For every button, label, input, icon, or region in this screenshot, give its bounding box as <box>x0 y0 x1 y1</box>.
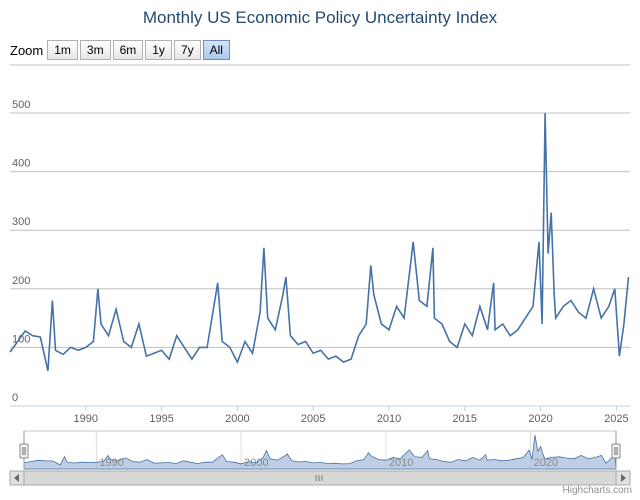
x-tick-label: 2025 <box>604 413 628 425</box>
y-tick-label: 200 <box>12 275 30 287</box>
grid-lines <box>10 64 630 407</box>
navigator-handle-grip[interactable] <box>19 443 29 459</box>
scroll-right-arrow-icon <box>621 474 626 482</box>
zoom-label: Zoom <box>10 42 44 58</box>
zoom-1m-button[interactable]: 1m <box>47 40 78 60</box>
x-axis-tick-labels: 1990 1995 2000 2005 2010 2015 2020 2025 <box>10 405 630 425</box>
navigator[interactable]: 1990 2000 2010 2020 <box>19 430 621 470</box>
scrollbar-thumb[interactable] <box>23 470 617 486</box>
zoom-selector: Zoom 1m 3m 6m 1y 7y All <box>10 40 232 60</box>
x-tick-label: 2010 <box>377 413 401 425</box>
navigator-left-handle[interactable] <box>19 431 29 469</box>
series-line <box>9 112 630 371</box>
navigator-tick-label: 2010 <box>389 457 413 469</box>
x-tick-label: 2005 <box>301 413 325 425</box>
navigator-right-handle[interactable] <box>611 431 621 469</box>
x-tick-label: 2020 <box>528 413 552 425</box>
scrollbar[interactable] <box>9 470 631 486</box>
navigator-area <box>23 434 617 470</box>
y-tick-label: 400 <box>12 158 30 170</box>
y-tick-label: 500 <box>12 99 30 111</box>
navigator-tick-labels: 1990 2000 2010 2020 <box>99 457 558 469</box>
navigator-tick-label: 2000 <box>244 457 268 469</box>
y-tick-label: 300 <box>12 216 30 228</box>
zoom-all-button[interactable]: All <box>202 40 230 60</box>
x-tick-label: 1995 <box>149 413 173 425</box>
scrollbar-grip-icon <box>315 475 323 481</box>
x-tick-label: 2000 <box>225 413 249 425</box>
x-tick-label: 1990 <box>74 413 98 425</box>
navigator-tick-label: 2020 <box>534 457 558 469</box>
zoom-6m-button[interactable]: 6m <box>112 40 144 60</box>
x-tick-label: 2015 <box>453 413 477 425</box>
zoom-7y-button[interactable]: 7y <box>173 40 201 60</box>
scroll-left-arrow-icon <box>14 474 19 482</box>
y-tick-label: 0 <box>12 392 18 404</box>
navigator-tick-label: 1990 <box>99 457 123 469</box>
zoom-1y-button[interactable]: 1y <box>145 40 172 60</box>
chart-title: Monthly US Economic Policy Uncertainty I… <box>142 8 498 27</box>
zoom-3m-button[interactable]: 3m <box>79 40 111 60</box>
credits-link[interactable]: Highcharts.com <box>562 485 632 496</box>
navigator-handle-grip[interactable] <box>611 443 621 459</box>
